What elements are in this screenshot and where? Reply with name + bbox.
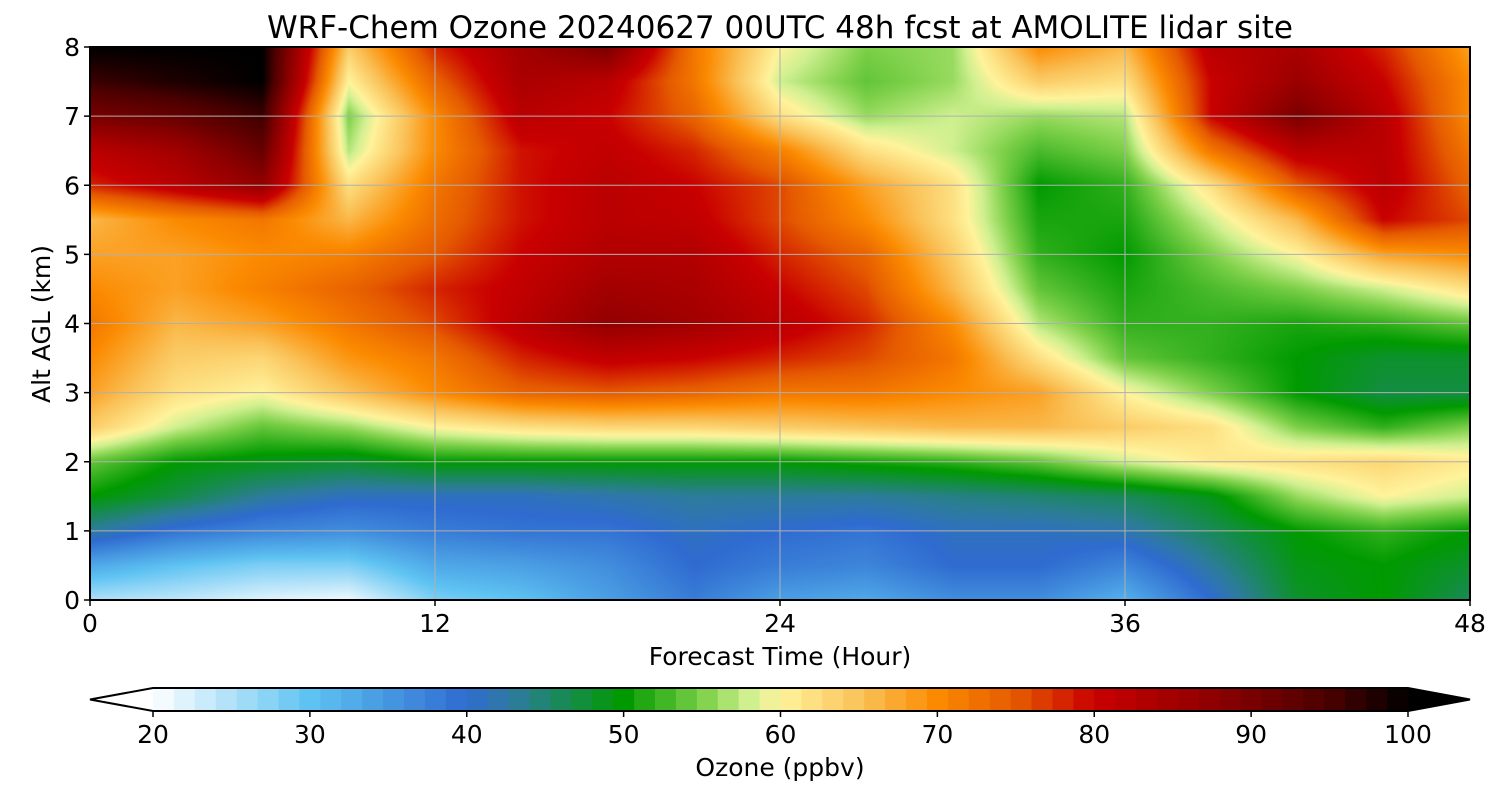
colorbar-segment <box>424 688 447 711</box>
colorbar-segment <box>362 688 384 711</box>
colorbar-segment <box>843 688 865 711</box>
colorbar-max-extension <box>1408 688 1470 711</box>
y-tick-label: 1 <box>64 517 80 546</box>
colorbar-ticks: 20 30 40 50 60 70 80 90 100 <box>137 711 1432 749</box>
colorbar-tick-label: 40 <box>451 720 483 749</box>
y-tick-label: 3 <box>64 379 80 408</box>
x-axis-label: Forecast Time (Hour) <box>649 642 912 671</box>
colorbar-segment <box>634 688 656 711</box>
colorbar-segment <box>675 688 698 711</box>
colorbar-segment <box>257 688 280 711</box>
colorbar-segment <box>215 688 238 711</box>
colorbar-segment <box>550 688 572 711</box>
colorbar-segment <box>926 688 949 711</box>
colorbar-tick-label: 100 <box>1384 720 1432 749</box>
colorbar-segment <box>1136 688 1158 711</box>
x-tick-label: 24 <box>764 609 796 638</box>
y-axis-label: Alt AGL (km) <box>27 245 56 403</box>
colorbar-segment <box>508 688 531 711</box>
y-tick-label: 7 <box>64 102 80 131</box>
colorbar-segment <box>1177 688 1200 711</box>
colorbar-segment <box>968 688 991 711</box>
colorbar-segment <box>466 688 489 711</box>
x-axis: 0 12 24 36 48 <box>82 600 1486 638</box>
colorbar-segment <box>445 688 468 711</box>
colorbar-tick-label: 80 <box>1078 720 1110 749</box>
colorbar-tick-label: 30 <box>294 720 326 749</box>
colorbar-segment <box>383 688 405 711</box>
colorbar-segment <box>801 688 823 711</box>
colorbar-segment <box>592 688 614 711</box>
colorbar-segment <box>1240 688 1263 711</box>
y-tick-label: 4 <box>64 310 80 339</box>
colorbar-segment <box>1115 688 1137 711</box>
colorbar-segment <box>404 688 426 711</box>
colorbar-segment <box>1157 688 1179 711</box>
colorbar-segment <box>864 688 886 711</box>
colorbar-tick-label: 50 <box>608 720 640 749</box>
colorbar-segment <box>278 688 301 711</box>
colorbar-segment <box>341 688 363 711</box>
colorbar-segment <box>299 688 321 711</box>
colorbar-segment <box>759 688 782 711</box>
colorbar-segment <box>571 688 593 711</box>
colorbar-segment <box>822 688 844 711</box>
y-tick-label: 0 <box>64 586 80 615</box>
colorbar-segment <box>1303 688 1325 711</box>
colorbar-tick-label: 70 <box>921 720 953 749</box>
colorbar-segment <box>236 688 259 711</box>
x-tick-label: 0 <box>82 609 98 638</box>
x-tick-label: 12 <box>419 609 451 638</box>
colorbar-segment <box>885 688 907 711</box>
colorbar-segment <box>1324 688 1346 711</box>
y-tick-label: 2 <box>64 448 80 477</box>
colorbar-segment <box>717 688 740 711</box>
x-tick-label: 48 <box>1454 609 1486 638</box>
y-tick-label: 8 <box>64 33 80 62</box>
colorbar-segment <box>153 688 175 711</box>
colorbar-segment <box>1010 688 1033 711</box>
colorbar-segment <box>1366 688 1388 711</box>
x-tick-label: 36 <box>1109 609 1141 638</box>
colorbar-segment <box>1198 688 1221 711</box>
colorbar-segment <box>655 688 677 711</box>
colorbar-label: Ozone (ppbv) <box>695 753 864 782</box>
colorbar-segment <box>947 688 970 711</box>
colorbar-segment <box>194 688 217 711</box>
colorbar-segment <box>320 688 342 711</box>
colorbar-segment <box>173 688 196 711</box>
y-tick-label: 5 <box>64 240 80 269</box>
colorbar-segment <box>529 688 552 711</box>
colorbar-segment <box>1345 688 1367 711</box>
colorbar-segment <box>1282 688 1305 711</box>
colorbar <box>89 687 1471 712</box>
colorbar-segment <box>487 688 510 711</box>
colorbar-segment <box>738 688 761 711</box>
colorbar-segment <box>780 688 803 711</box>
colorbar-segment <box>1261 688 1284 711</box>
colorbar-tick-label: 60 <box>765 720 797 749</box>
y-tick-label: 6 <box>64 171 80 200</box>
colorbar-segment <box>906 688 928 711</box>
chart-title: WRF-Chem Ozone 20240627 00UTC 48h fcst a… <box>267 10 1293 46</box>
colorbar-segment <box>1219 688 1242 711</box>
colorbar-segment <box>1094 688 1116 711</box>
colorbar-segment <box>1073 688 1095 711</box>
colorbar-tick-label: 20 <box>137 720 169 749</box>
colorbar-segment <box>1387 688 1409 711</box>
y-axis: 0 1 2 3 4 5 6 7 8 <box>64 33 90 615</box>
colorbar-segment <box>1031 688 1054 711</box>
colorbar-tick-label: 90 <box>1235 720 1267 749</box>
colorbar-segment <box>613 688 635 711</box>
colorbar-segment <box>696 688 719 711</box>
colorbar-segment <box>1052 688 1074 711</box>
colorbar-min-extension <box>90 688 153 711</box>
colorbar-segment <box>989 688 1012 711</box>
